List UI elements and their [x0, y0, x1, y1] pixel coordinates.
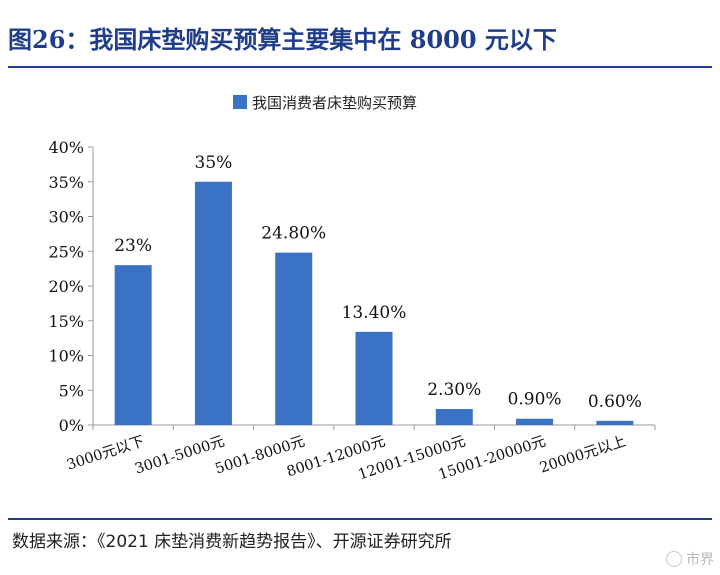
y-tick-label: 5% — [59, 381, 84, 400]
y-tick-label: 35% — [48, 173, 84, 192]
x-axis — [92, 424, 656, 430]
category-labels: 3000元以下3001-5000元5001-8000元8001-12000元12… — [65, 433, 628, 484]
legend-label: 我国消费者床垫购买预算 — [252, 94, 417, 112]
bar — [355, 331, 393, 425]
y-tick-label: 25% — [48, 242, 84, 261]
bar — [516, 418, 554, 425]
y-tick-label: 30% — [48, 208, 84, 227]
data-label: 35% — [195, 153, 233, 173]
data-label: 2.30% — [427, 380, 481, 400]
bar — [596, 420, 634, 425]
bar — [435, 409, 473, 425]
bar — [194, 181, 232, 425]
y-tick-label: 20% — [48, 277, 84, 296]
x-tick-label: 3001-5000元 — [133, 434, 227, 478]
watermark-text: 市界 — [686, 552, 714, 568]
footer-divider — [8, 518, 712, 520]
data-label: 13.40% — [342, 303, 407, 323]
data-label: 23% — [114, 236, 152, 256]
bar — [114, 265, 152, 425]
bar-series — [114, 181, 634, 425]
legend-swatch — [233, 95, 247, 109]
value-labels: 23% 35% 24.80% 13.40% 2.30% 0.90% 0.60% — [114, 153, 642, 412]
y-tick-label: 10% — [48, 347, 84, 366]
chart-legend: 我国消费者床垫购买预算 — [233, 94, 417, 112]
y-tick-label: 40% — [48, 138, 84, 157]
title-divider — [8, 66, 712, 68]
source-note: 数据来源：《2021 床垫消费新趋势报告》、开源证券研究所 — [12, 532, 452, 552]
weibo-logo-icon — [666, 551, 682, 567]
data-label: 0.90% — [508, 390, 562, 410]
data-label: 0.60% — [588, 392, 642, 412]
watermark: 市界 — [666, 549, 714, 569]
y-tick-label: 15% — [48, 312, 84, 331]
x-tick-label: 20000元以上 — [538, 433, 629, 477]
data-label: 24.80% — [261, 224, 326, 244]
bar — [275, 252, 313, 425]
bar-chart: 我国消费者床垫购买预算 0% 5% 10% 15% 20% 25% 30% 35% 40% 23… — [48, 94, 656, 484]
y-tick-label: 0% — [59, 416, 84, 435]
figure-title: 图26：我国床垫购买预算主要集中在 8000 元以下 — [8, 25, 557, 54]
y-axis: 0% 5% 10% 15% 20% 25% 30% 35% 40% — [48, 138, 94, 435]
